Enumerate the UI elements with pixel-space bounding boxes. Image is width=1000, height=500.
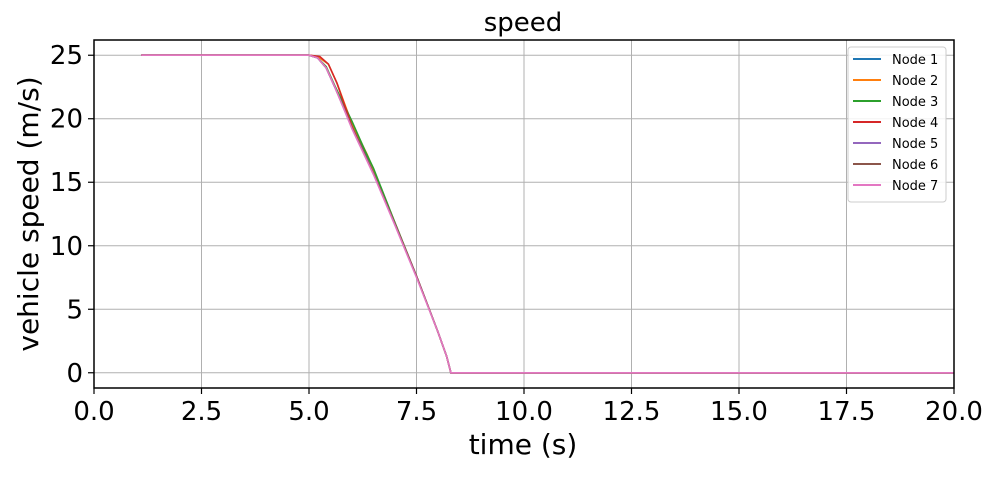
y-tick-label: 0 <box>66 359 83 389</box>
legend-label: Node 7 <box>892 179 938 194</box>
x-tick-label: 12.5 <box>603 397 661 427</box>
x-tick-label: 20.0 <box>925 397 983 427</box>
x-tick-label: 10.0 <box>495 397 553 427</box>
y-tick-label: 10 <box>50 232 83 262</box>
x-tick-label: 5.0 <box>288 397 329 427</box>
series-line-node-1 <box>141 54 954 374</box>
legend-label: Node 4 <box>892 116 938 131</box>
x-tick-label: 0.0 <box>73 397 114 427</box>
axis-ticks: 0.0 2.5 5.0 7.5 10.0 12.5 15.0 17.5 20.0 0 5 10 15 20… <box>50 41 983 427</box>
grid <box>93 40 955 388</box>
x-axis-label: time (s) <box>469 428 578 461</box>
chart-title: speed <box>484 8 563 38</box>
x-tick-label: 2.5 <box>181 397 222 427</box>
series-line-node-7 <box>141 54 954 374</box>
x-tick-label: 17.5 <box>818 397 876 427</box>
y-axis-label: vehicle speed (m/s) <box>12 76 45 351</box>
y-tick-label: 25 <box>50 41 83 71</box>
series-line-node-2 <box>141 54 954 374</box>
series-line-node-4 <box>141 54 954 374</box>
y-tick-label: 5 <box>66 295 83 325</box>
series-lines <box>141 54 954 374</box>
x-tick-label: 15.0 <box>710 397 768 427</box>
legend-label: Node 6 <box>892 158 938 173</box>
y-tick-label: 15 <box>50 168 83 198</box>
legend-label: Node 5 <box>892 137 938 152</box>
legend: Node 1 Node 2 Node 3 Node 4 Node 5 Node 6 Node… <box>847 46 947 203</box>
x-tick-label: 7.5 <box>396 397 437 427</box>
series-line-node-3 <box>141 54 954 374</box>
legend-label: Node 3 <box>892 95 938 110</box>
legend-label: Node 1 <box>892 53 938 68</box>
legend-label: Node 2 <box>892 74 938 89</box>
y-tick-label: 20 <box>50 105 83 135</box>
series-line-node-5 <box>141 54 954 374</box>
series-line-node-6 <box>141 54 954 374</box>
